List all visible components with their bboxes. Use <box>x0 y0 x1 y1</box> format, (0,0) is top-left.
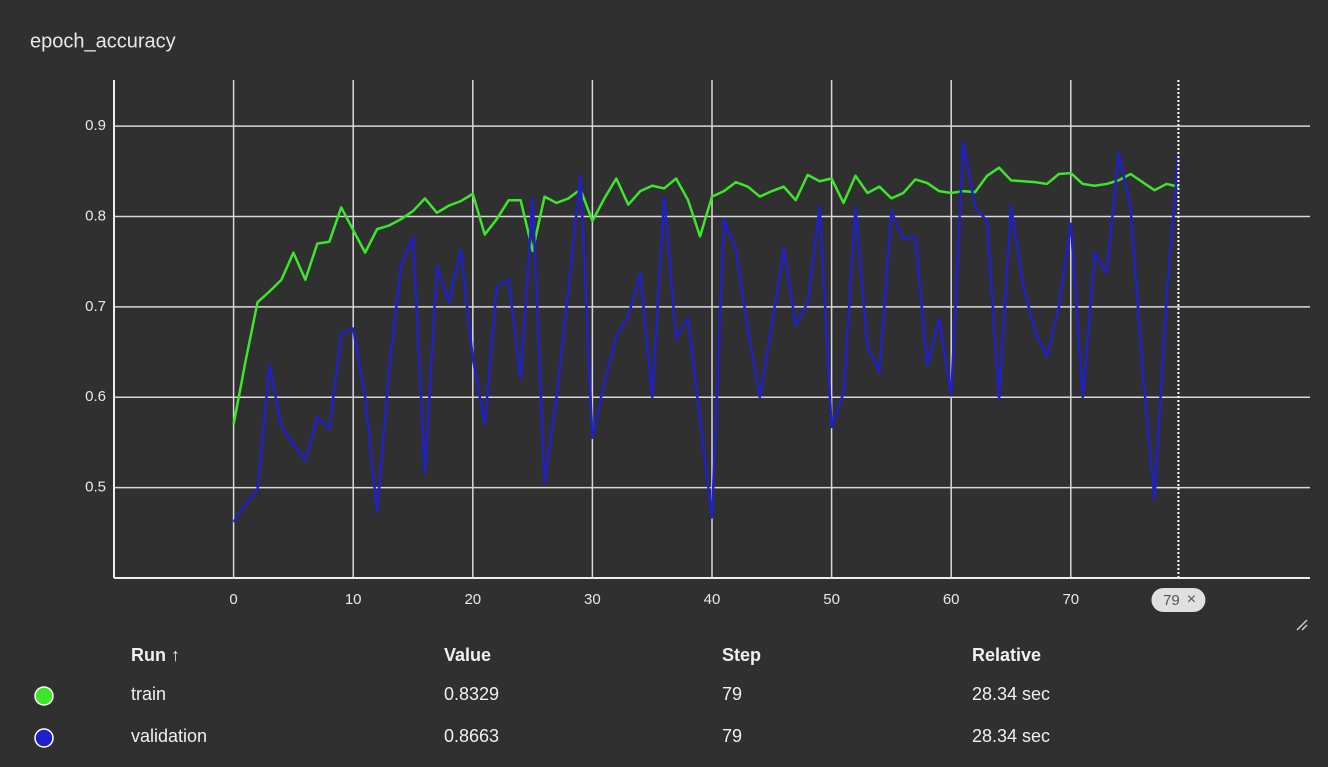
table-cell: 0.8663 <box>444 726 499 746</box>
table-cell: 79 <box>722 684 742 704</box>
y-tick-label: 0.8 <box>85 207 106 224</box>
y-tick-label: 0.7 <box>85 298 106 315</box>
column-header[interactable]: Run ↑ <box>131 645 180 665</box>
table-cell: validation <box>131 726 207 746</box>
series-line <box>232 141 1180 523</box>
y-tick-label: 0.6 <box>85 388 106 405</box>
table-cell: 28.34 sec <box>972 684 1050 704</box>
hover-step-label: 79 <box>1163 592 1180 609</box>
x-tick-label: 10 <box>345 591 362 608</box>
x-tick-label: 40 <box>704 591 721 608</box>
column-header: Value <box>444 645 491 665</box>
table-cell: 79 <box>722 726 742 746</box>
hover-close[interactable]: × <box>1187 591 1196 608</box>
x-tick-label: 70 <box>1062 591 1079 608</box>
x-tick-label: 20 <box>464 591 481 608</box>
x-tick-label: 30 <box>584 591 601 608</box>
series-line <box>232 166 1179 425</box>
hover-badge <box>1151 588 1206 612</box>
table-cell: train <box>131 684 166 704</box>
run-color-dot[interactable] <box>34 686 54 706</box>
column-header: Step <box>722 645 761 665</box>
x-tick-label: 0 <box>229 591 237 608</box>
column-header: Relative <box>972 645 1041 665</box>
y-tick-label: 0.9 <box>85 117 106 134</box>
x-tick-label: 50 <box>823 591 840 608</box>
table-cell: 0.8329 <box>444 684 499 704</box>
chart-title: epoch_accuracy <box>30 30 176 52</box>
y-tick-label: 0.5 <box>85 479 106 496</box>
x-tick-label: 60 <box>943 591 960 608</box>
resize-handle[interactable] <box>1296 619 1308 631</box>
run-color-dot[interactable] <box>34 728 54 748</box>
table-cell: 28.34 sec <box>972 726 1050 746</box>
